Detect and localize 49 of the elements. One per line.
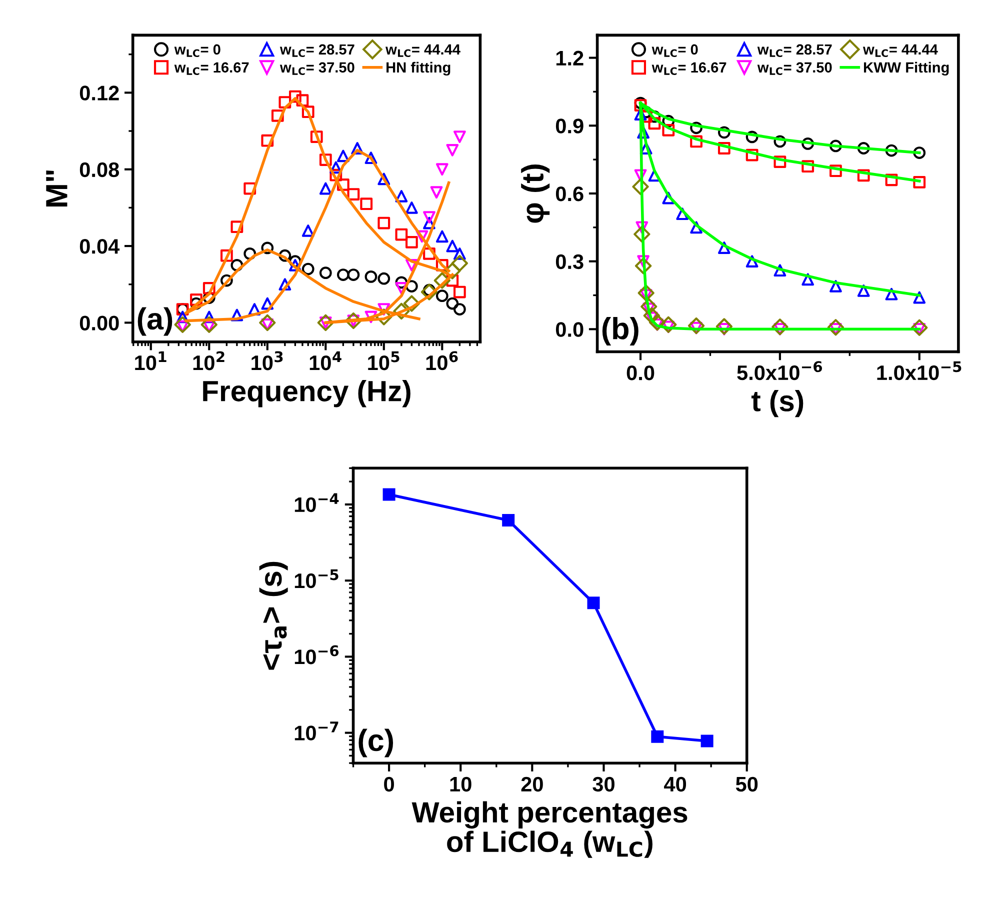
x-tick-label: 0 <box>384 776 394 792</box>
x-tick-label: 10 <box>450 776 472 792</box>
x-axis-title: Frequency (Hz) <box>203 380 410 408</box>
legend-label: w$_{LC}$= 0 <box>174 44 220 58</box>
y-tick-label: 10$^{−5}$ <box>294 569 338 588</box>
x-tick-label: 0.0 <box>626 366 654 380</box>
annotation: (a) <box>138 307 172 336</box>
x-tick-label: 10$^{1}$ <box>135 351 166 370</box>
x-tick-label: 5.0x10$^{−6}$ <box>737 361 822 380</box>
y-tick-label: 1.2 <box>556 50 584 66</box>
y-axis-title: <τ$_{a}$> (s) <box>259 562 288 670</box>
legend-label: w$_{LC}$= 44.44 <box>862 44 938 58</box>
y-tick-label: 0.08 <box>80 162 120 178</box>
legend-label: w$_{LC}$= 16.67 <box>174 62 249 75</box>
x-tick-label: 10$^{4}$ <box>310 351 342 370</box>
y-axis-title: φ (t) <box>521 164 550 223</box>
x-tick-label: 10$^{2}$ <box>193 351 224 370</box>
annotation: (b) <box>602 316 638 346</box>
x-tick-label: 50 <box>736 776 758 792</box>
legend-label: w$_{LC}$= 44.44 <box>386 44 460 58</box>
legend-label: HN fitting <box>386 62 450 76</box>
y-tick-label: 0.12 <box>80 86 119 100</box>
legend-label: w$_{LC}$= 37.50 <box>280 62 354 75</box>
x-tick-label: 10$^{3}$ <box>252 351 283 370</box>
x-tick-label: 40 <box>664 776 686 792</box>
annotation: (c) <box>358 728 394 758</box>
y-tick-label: 0.6 <box>556 186 584 202</box>
legend-label: w$_{LC}$= 16.67 <box>652 62 726 75</box>
y-tick-label: 10$^{−4}$ <box>294 493 339 512</box>
x-axis-title: t (s) <box>751 390 804 418</box>
x-tick-label: 10$^{6}$ <box>426 351 458 370</box>
x-tick-label: 30 <box>592 776 614 792</box>
x-tick-label: 20 <box>521 776 543 792</box>
x-axis-title: Weight percentages of LiClO$_{4}$ (w$_{LC}$) <box>412 801 688 858</box>
y-tick-label: 0.00 <box>80 316 119 330</box>
x-tick-label: 10$^{5}$ <box>368 351 400 370</box>
legend-label: KWW Fitting <box>864 62 949 76</box>
y-tick-label: 0.04 <box>80 239 120 254</box>
legend-label: w$_{LC}$= 0 <box>652 44 698 58</box>
y-tick-label: 10$^{−7}$ <box>294 722 338 740</box>
legend-label: w$_{LC}$= 28.57 <box>757 44 832 58</box>
y-tick-label: 10$^{−6}$ <box>294 645 339 664</box>
y-axis-title: M" <box>46 170 68 206</box>
legend-label: w$_{LC}$= 28.57 <box>280 44 354 58</box>
y-tick-label: 0.3 <box>556 254 584 270</box>
y-tick-label: 0.0 <box>556 322 584 337</box>
y-tick-label: 0.9 <box>556 118 584 134</box>
legend-label: w$_{LC}$= 37.50 <box>757 62 832 75</box>
x-tick-label: 1.0x10$^{−5}$ <box>877 361 962 380</box>
